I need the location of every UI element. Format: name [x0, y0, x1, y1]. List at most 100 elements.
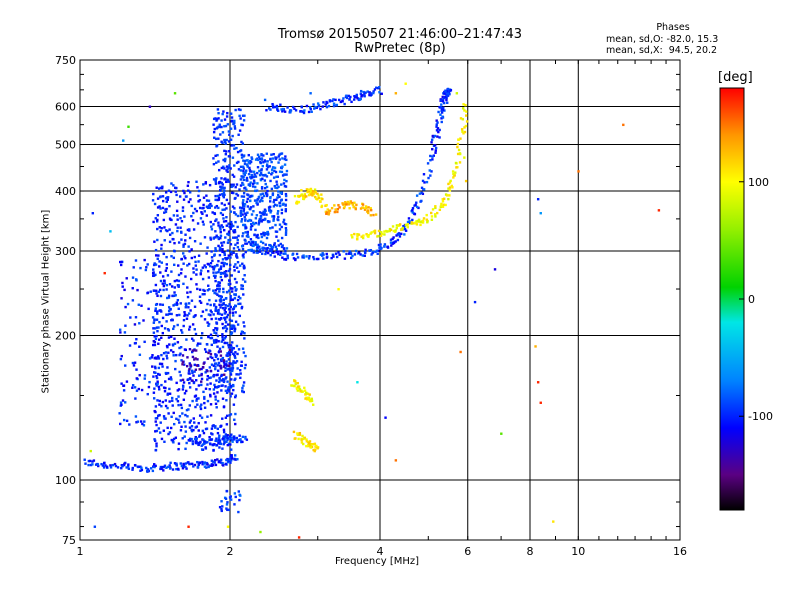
- echo-point: [265, 175, 269, 178]
- echo-point: [152, 268, 155, 271]
- echo-point: [219, 267, 223, 270]
- echo-point: [165, 288, 168, 291]
- echo-point: [241, 284, 244, 288]
- echo-point: [206, 289, 210, 292]
- trace-point: [286, 256, 290, 260]
- echo-point: [163, 239, 166, 242]
- echo-point: [224, 416, 228, 419]
- trace-point: [293, 194, 297, 198]
- echo-point: [154, 303, 158, 306]
- echo-point: [152, 327, 155, 330]
- echo-point: [233, 418, 236, 421]
- echo-point: [225, 414, 229, 418]
- echo-point: [218, 312, 221, 316]
- trace-point: [169, 461, 172, 465]
- echo-point: [224, 142, 227, 145]
- trace-point: [366, 234, 369, 238]
- scatter-point: [536, 381, 540, 384]
- trace-point: [305, 444, 308, 448]
- echo-point: [187, 378, 190, 381]
- echo-point: [224, 321, 228, 324]
- echo-point: [271, 193, 275, 197]
- trace-point: [264, 252, 267, 256]
- echo-point: [230, 327, 234, 330]
- echo-point: [256, 198, 260, 201]
- echo-point: [228, 311, 232, 314]
- echo-point: [196, 342, 200, 345]
- echo-point: [235, 192, 238, 196]
- echo-point: [169, 426, 173, 430]
- echo-point: [247, 219, 250, 223]
- echo-point: [230, 183, 233, 186]
- echo-point: [183, 215, 186, 218]
- echo-point: [190, 256, 194, 260]
- echo-point: [279, 242, 282, 246]
- echo-point: [160, 336, 163, 339]
- echo-point: [214, 355, 218, 359]
- trace-point: [176, 467, 180, 471]
- echo-point: [138, 322, 141, 325]
- trace-point: [367, 206, 370, 209]
- echo-point: [207, 351, 210, 355]
- trace-point: [303, 194, 307, 197]
- echo-point: [139, 420, 143, 423]
- echo-point: [204, 447, 208, 450]
- echo-point: [181, 437, 184, 440]
- echo-point: [227, 364, 230, 367]
- trace-point: [435, 123, 438, 126]
- echo-point: [198, 434, 202, 437]
- echo-point: [246, 159, 249, 162]
- trace-point: [425, 218, 429, 221]
- echo-point: [233, 127, 237, 130]
- echo-point: [242, 169, 245, 173]
- echo-point: [132, 266, 135, 269]
- echo-point: [187, 189, 190, 192]
- echo-point: [199, 272, 203, 275]
- echo-point: [152, 263, 156, 267]
- echo-point: [239, 211, 243, 215]
- echo-point: [269, 196, 272, 200]
- trace-point: [401, 226, 404, 230]
- echo-point: [135, 368, 138, 371]
- echo-point: [172, 411, 175, 415]
- trace-point: [244, 437, 247, 440]
- echo-point: [221, 250, 224, 254]
- trace-point: [351, 254, 354, 258]
- trace-point: [282, 252, 285, 255]
- echo-point: [230, 223, 233, 226]
- echo-point: [231, 205, 235, 208]
- trace-point: [133, 463, 137, 467]
- echo-point: [222, 264, 226, 268]
- echo-point: [154, 309, 157, 312]
- echo-point: [222, 287, 225, 291]
- trace-point: [456, 142, 460, 146]
- trace-point: [296, 433, 300, 436]
- echo-point: [196, 287, 199, 291]
- echo-point: [251, 241, 255, 244]
- echo-point: [156, 206, 160, 209]
- echo-point: [265, 232, 268, 236]
- trace-point: [391, 237, 394, 241]
- echo-point: [189, 290, 192, 294]
- trace-point: [159, 467, 162, 471]
- echo-point: [252, 244, 255, 248]
- echo-point: [243, 366, 247, 370]
- trace-point: [463, 130, 467, 134]
- echo-point: [252, 170, 256, 173]
- echo-point: [206, 302, 209, 306]
- echo-point: [257, 195, 261, 199]
- echo-point: [216, 373, 219, 376]
- trace-point: [255, 251, 258, 254]
- echo-point: [182, 398, 186, 401]
- echo-point: [257, 155, 261, 159]
- echo-point: [183, 242, 187, 246]
- trace-point: [295, 201, 298, 205]
- echo-point: [179, 272, 183, 275]
- echo-point: [232, 314, 235, 317]
- trace-point: [393, 230, 397, 233]
- echo-point: [254, 221, 258, 225]
- echo-point: [203, 264, 206, 267]
- trace-point: [397, 224, 400, 227]
- echo-point: [177, 447, 180, 451]
- echo-point: [248, 218, 251, 222]
